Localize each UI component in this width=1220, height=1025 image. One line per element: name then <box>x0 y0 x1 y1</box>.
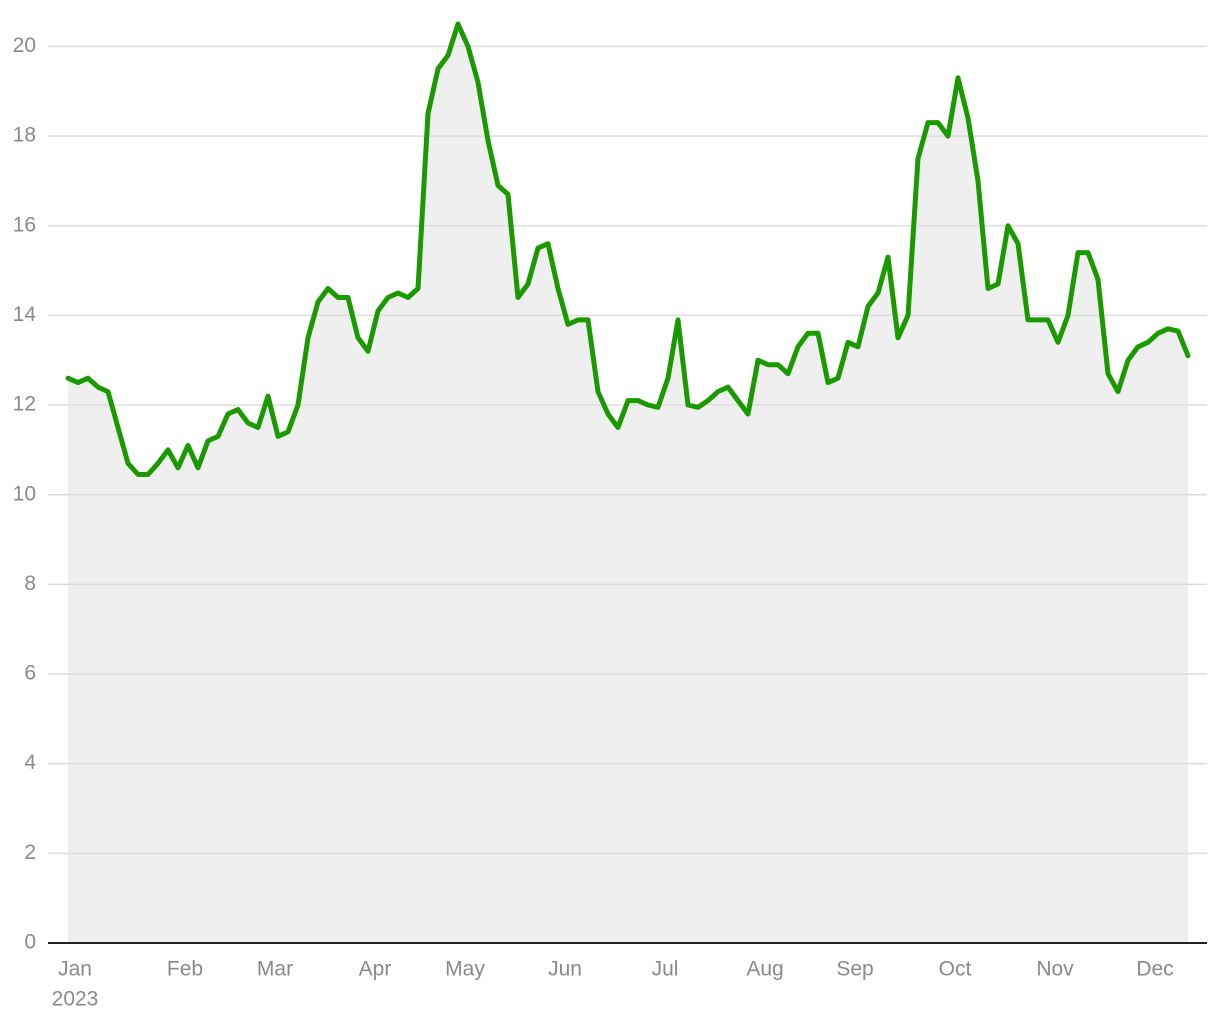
line <box>65 21 1191 477</box>
x-tick-label: Jul <box>652 958 679 981</box>
y-tick-label: 10 <box>13 482 36 505</box>
area <box>68 24 1188 943</box>
y-tick-label: 16 <box>13 213 36 236</box>
x-tick-label: Apr <box>359 958 392 981</box>
x-tick-label: Nov <box>1036 958 1074 981</box>
x-tick-label: Jun <box>548 958 582 981</box>
y-tick-label: 2 <box>24 841 36 864</box>
y-tick-label: 12 <box>13 393 36 416</box>
x-tick-label: Dec <box>1136 958 1173 981</box>
y-tick-label: 6 <box>24 662 36 685</box>
x-tick-label: Jan <box>58 958 92 981</box>
y-tick-label: 4 <box>24 751 36 774</box>
y-tick-label: 14 <box>13 303 37 326</box>
year-label: 2023 <box>52 988 99 1011</box>
y-tick-label: 18 <box>13 124 36 147</box>
x-tick-label: Feb <box>167 958 203 981</box>
x-tick-label: Sep <box>836 958 873 981</box>
x-tick-label: Mar <box>257 958 293 981</box>
x-tick-label: Aug <box>746 958 783 981</box>
y-tick-label: 20 <box>13 34 36 57</box>
y-tick-label: 0 <box>24 931 36 954</box>
x-tick-label: Oct <box>939 958 972 981</box>
y-tick-label: 8 <box>24 572 36 595</box>
x-tick-label: May <box>445 958 485 981</box>
